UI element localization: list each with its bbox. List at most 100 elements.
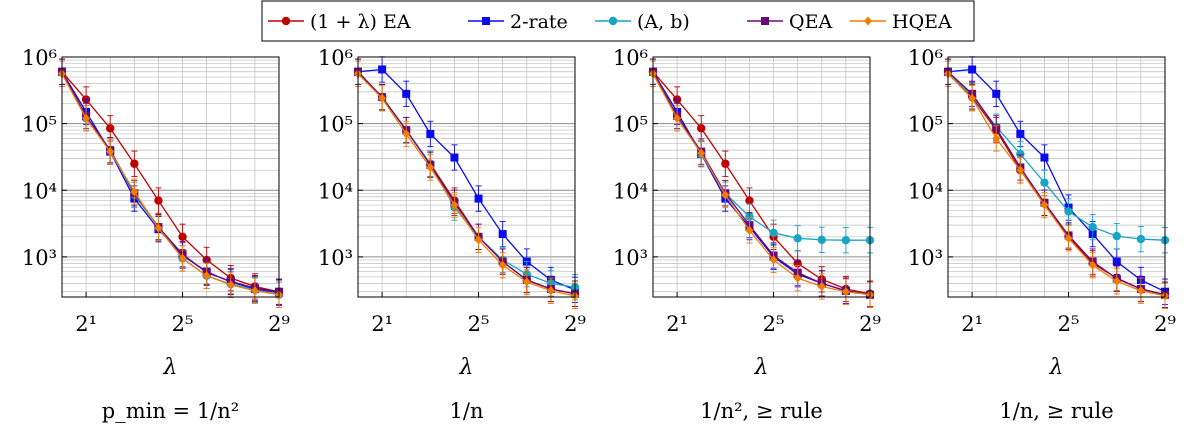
data-point [1136,234,1146,244]
legend-label: QEA [789,11,832,33]
data-point [130,159,139,168]
y-tick-label: 10³ [318,246,353,270]
series-line [947,71,1166,241]
data-point [250,286,259,296]
series [353,58,580,307]
y-tick-label: 10⁶ [613,46,648,70]
series-line [947,71,1166,296]
y-tick-label: 10⁴ [613,179,648,203]
series [58,60,283,308]
data-point [1112,276,1121,286]
data-point [769,255,778,265]
legend-entry: HQEA [850,11,952,33]
y-tick-label: 10³ [613,246,648,270]
data-point [474,194,483,203]
y-tick-label: 10⁵ [613,113,648,137]
data-point [178,253,187,263]
legend-label: HQEA [892,11,952,33]
legend-label: (A, b) [637,11,690,33]
series-line [357,73,576,297]
data-point [697,124,706,133]
x-tick-label: 2¹ [371,312,393,336]
legend-marker [608,16,618,26]
data-point [546,286,555,296]
legend-marker [482,17,490,25]
x-tick-label: 2⁹ [564,312,586,336]
legend-entry: 2-rate [468,11,568,33]
series [649,58,874,308]
data-point [178,232,187,242]
data-point [1064,233,1073,243]
series-line [652,71,871,296]
data-point [1064,207,1073,216]
series [57,58,284,308]
plot-frame [61,56,280,298]
y-tick-label: 10³ [908,246,943,270]
data-point [992,89,1001,98]
grid [62,56,279,297]
series-line [357,71,576,295]
series [944,60,1169,309]
data-point [498,230,507,239]
data-point [817,235,826,245]
legend-entry: QEA [747,11,832,33]
plot-frame [652,56,871,298]
data-point [841,287,850,297]
data-point [721,190,730,200]
grid [948,56,1165,297]
plot-frame [947,56,1166,298]
chart-panels: 10³ 10⁴ 10⁵ 10⁶ 2¹ 2⁵ 2⁹ λ p_min = 1/n² 10³ 10⁴ 10⁵… [22,46,1176,423]
panel-caption: 1/n [450,399,484,423]
data-point [1016,149,1025,159]
series-line [947,68,1166,293]
data-point [968,65,977,74]
x-tick-label: 2¹ [75,312,97,336]
data-point [106,147,115,157]
y-tick-label: 10⁴ [22,179,57,203]
legend-marker [864,16,872,26]
series-line [357,71,576,288]
y-tick-label: 10⁴ [318,179,353,203]
series-line [61,71,280,294]
grid [653,56,870,297]
series [353,58,580,301]
data-point [450,153,459,162]
y-tick-label: 10⁶ [908,46,943,70]
data-point [82,113,91,123]
data-point [426,129,435,138]
legend-marker [761,17,769,25]
data-point [745,196,754,205]
data-point [402,129,411,139]
data-point [968,93,977,103]
y-tick-label: 10⁵ [908,113,943,137]
data-point [721,159,730,168]
plot-frame [357,56,576,298]
x-axis-label: λ [1049,355,1064,380]
data-point [522,277,531,287]
series-line [61,73,280,296]
data-point [1040,200,1049,210]
panel-caption: 1/n², ≥ rule [700,399,823,423]
legend-label: 2-rate [510,11,568,33]
series-line [61,71,280,293]
data-point [474,235,483,245]
series [354,60,579,309]
x-tick-label: 2⁵ [763,312,785,336]
y-tick-label: 10⁴ [908,179,943,203]
legend-entry: (1 + λ) EA [268,11,411,33]
data-point [426,162,435,172]
y-tick-label: 10⁵ [318,113,353,137]
series [57,58,284,305]
y-tick-label: 10⁶ [22,46,57,70]
data-point [992,133,1001,143]
x-axis-label: λ [163,355,178,380]
legend-marker [281,16,291,26]
data-point [130,187,139,197]
data-point [1016,165,1025,175]
series-line [652,71,870,241]
data-point [1088,260,1097,270]
series-line [652,73,871,296]
series-line [652,71,871,295]
data-point [793,234,802,243]
